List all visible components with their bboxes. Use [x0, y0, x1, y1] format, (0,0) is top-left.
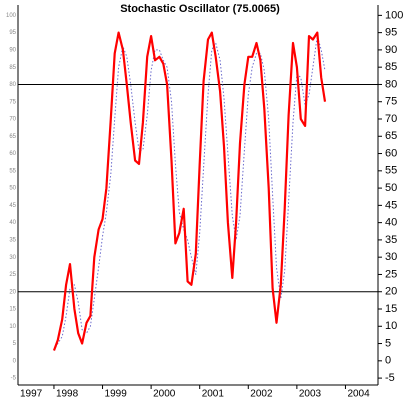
y-tick-label-left: 45	[9, 203, 16, 209]
y-tick-label-left: 50	[9, 186, 16, 192]
x-tick-label: 1998	[56, 389, 79, 400]
y-tick-label: 25	[385, 268, 397, 280]
y-tick-label-left: -5	[11, 376, 17, 382]
y-tick-label-left: 70	[9, 117, 16, 123]
y-tick-label-left: 25	[9, 272, 16, 278]
y-tick-label: 65	[385, 130, 397, 142]
y-tick-label-left: 60	[9, 151, 16, 157]
y-tick-label-left: 100	[6, 13, 17, 19]
y-tick-label: 95	[385, 27, 397, 39]
series-line	[52, 31, 327, 351]
x-tick-label: 2002	[250, 389, 273, 400]
y-tick-label: 15	[385, 303, 397, 315]
x-tick-label: 2004	[347, 389, 370, 400]
y-tick-label-left: 75	[9, 99, 16, 105]
y-tick-label: 35	[385, 234, 397, 246]
y-tick-label-left: 65	[9, 134, 16, 140]
y-tick-label: 5	[385, 337, 391, 349]
y-tick-label-left: 5	[13, 341, 17, 347]
y-tick-label: 100	[385, 9, 403, 21]
y-tick-label: 20	[385, 286, 397, 298]
y-tick-label-left: 15	[9, 307, 16, 313]
y-tick-label: 85	[385, 61, 397, 73]
y-tick-label: 55	[385, 165, 397, 177]
y-tick-label-left: 35	[9, 237, 16, 243]
y-tick-label: 45	[385, 199, 397, 211]
x-tick-label: 1999	[105, 389, 128, 400]
y-tick-label: 75	[385, 96, 397, 108]
chart-title: Stochastic Oscillator (75.0065)	[120, 3, 280, 15]
y-tick-label-left: 90	[9, 47, 16, 53]
y-tick-label: 60	[385, 147, 397, 159]
x-tick-label: 2000	[153, 389, 176, 400]
y-tick-label: -5	[385, 372, 395, 384]
y-tick-label: 70	[385, 113, 397, 125]
y-tick-label: 80	[385, 78, 397, 90]
y-tick-label-left: 95	[9, 30, 16, 36]
y-tick-label-left: 80	[9, 82, 16, 88]
y-tick-label: 50	[385, 182, 397, 194]
y-tick-label-left: 40	[9, 220, 16, 226]
y-tick-label: 30	[385, 251, 397, 263]
y-tick-label: 40	[385, 217, 397, 229]
x-tick-label: 2001	[202, 389, 225, 400]
x-tick-label: 1997	[20, 389, 43, 400]
y-tick-label-left: 0	[13, 358, 17, 364]
y-tick-label: 90	[385, 44, 397, 56]
y-tick-label-left: 55	[9, 168, 16, 174]
y-tick-label-left: 10	[9, 324, 16, 330]
x-tick-label: 2003	[299, 389, 322, 400]
y-tick-label-left: 30	[9, 255, 16, 261]
y-tick-label-left: 20	[9, 289, 16, 295]
y-tick-label: 10	[385, 320, 397, 332]
y-tick-label: 0	[385, 355, 391, 367]
y-tick-label-left: 85	[9, 65, 16, 71]
